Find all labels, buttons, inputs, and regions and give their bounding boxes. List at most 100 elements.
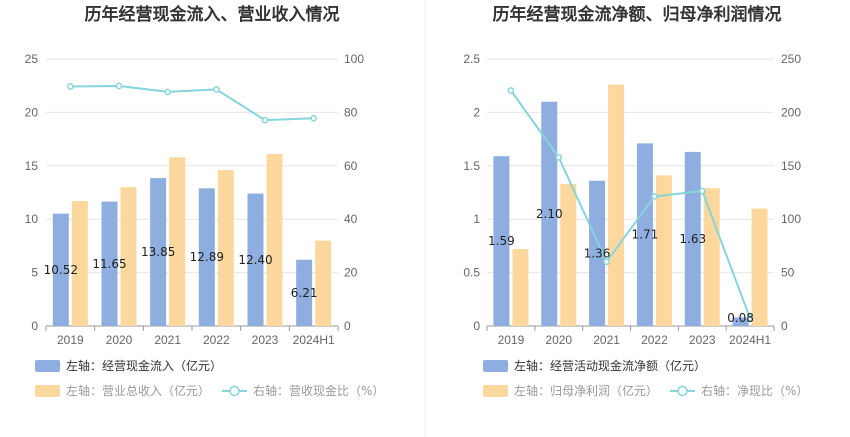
y-right-tick-label: 80 xyxy=(344,105,358,119)
line-point xyxy=(698,187,706,195)
legend-swatch xyxy=(483,360,508,372)
bar-primary xyxy=(150,178,167,326)
data-label: 12.40 xyxy=(238,253,272,267)
bar-secondary xyxy=(217,170,234,326)
line-point xyxy=(555,154,563,161)
bar-secondary xyxy=(266,154,283,326)
legend-label[interactable]: 左轴：经营现金流入（亿元） xyxy=(66,358,222,373)
y-right-tick-label: 40 xyxy=(344,212,358,226)
y-left-tick-label: 1.5 xyxy=(463,159,480,173)
y-left-tick-label: 2 xyxy=(473,105,480,119)
y-left-tick-label: 0 xyxy=(31,319,38,333)
x-tick-label: 2023 xyxy=(252,333,279,347)
x-tick-label: 2022 xyxy=(203,333,230,347)
y-left-tick-label: 1 xyxy=(473,212,480,226)
data-label: 0.08 xyxy=(727,311,754,325)
legend-label[interactable]: 右轴：营收现金比（%） xyxy=(253,383,384,398)
bar-secondary xyxy=(560,183,577,326)
bar-primary xyxy=(589,180,606,326)
bar-primary xyxy=(101,201,118,326)
y-left-tick-label: 20 xyxy=(25,105,39,119)
x-tick-label: 2019 xyxy=(498,333,525,347)
bar-secondary xyxy=(703,188,720,326)
data-label: 13.85 xyxy=(141,245,175,259)
y-left-tick-label: 10 xyxy=(25,212,39,226)
y-right-tick-label: 100 xyxy=(344,52,364,66)
data-label: 12.89 xyxy=(190,250,224,264)
bar-secondary xyxy=(512,249,529,326)
legend-swatch xyxy=(483,385,508,397)
y-right-tick-label: 60 xyxy=(344,159,358,173)
x-tick-label: 2024H1 xyxy=(293,333,335,347)
bar-primary xyxy=(493,156,510,326)
legend-label[interactable]: 左轴：经营活动现金流净额（亿元） xyxy=(514,358,706,373)
x-tick-label: 2023 xyxy=(689,333,716,347)
y-right-tick-label: 0 xyxy=(344,319,351,333)
bar-secondary xyxy=(169,157,186,326)
bar-secondary xyxy=(120,187,137,326)
chart-net-cash-net-profit: 历年经营现金流净额、归母净利润情况 0 0.5 1 1.5 2 2.5 0 50 100 150… xyxy=(463,4,808,398)
line-point xyxy=(651,193,658,200)
y-left-tick-label: 5 xyxy=(31,266,38,280)
bar-primary xyxy=(296,259,313,326)
x-tick-label: 2022 xyxy=(641,333,668,347)
y-right-tick-label: 250 xyxy=(781,52,801,66)
x-tick-label: 2024H1 xyxy=(729,333,771,347)
line-point xyxy=(212,86,220,93)
line-point xyxy=(261,116,269,124)
data-label: 10.52 xyxy=(44,263,78,277)
bar-secondary xyxy=(71,201,88,326)
legend-swatch xyxy=(35,385,60,397)
legend-label[interactable]: 右轴：净现比（%） xyxy=(701,383,808,398)
line-point xyxy=(507,87,515,94)
chart-title: 历年经营现金流净额、归母净利润情况 xyxy=(493,4,782,25)
bar-primary xyxy=(541,101,558,326)
x-tick-label: 2021 xyxy=(154,333,181,347)
y-left-tick-label: 2.5 xyxy=(463,52,480,66)
bar-primary xyxy=(732,317,749,326)
y-left-tick-label: 0 xyxy=(473,319,480,333)
series-line xyxy=(70,84,314,122)
data-label: 2.10 xyxy=(536,207,563,221)
x-tick-label: 2019 xyxy=(57,333,84,347)
legend-label[interactable]: 左轴：归母净利润（亿元） xyxy=(514,383,658,398)
bar-secondary xyxy=(655,175,672,326)
y-right-tick-label: 150 xyxy=(781,159,801,173)
data-label: 1.59 xyxy=(488,234,515,248)
line-point xyxy=(115,82,123,90)
bar-primary xyxy=(247,193,264,326)
data-label: 1.63 xyxy=(679,232,706,246)
line-point xyxy=(603,258,610,266)
x-tick-label: 2020 xyxy=(106,333,133,347)
bar-secondary xyxy=(751,208,768,326)
line-point xyxy=(66,83,74,90)
data-label: 1.71 xyxy=(632,228,659,242)
y-right-tick-label: 50 xyxy=(781,266,795,280)
legend-label[interactable]: 左轴：营业总收入（亿元） xyxy=(66,383,210,398)
x-tick-label: 2020 xyxy=(545,333,572,347)
y-right-tick-label: 20 xyxy=(344,266,358,280)
bar-primary xyxy=(52,213,69,326)
y-left-tick-label: 0.5 xyxy=(463,266,480,280)
legend-swatch xyxy=(35,360,60,372)
bar-secondary xyxy=(608,84,625,326)
data-label: 11.65 xyxy=(92,257,126,271)
x-tick-label: 2021 xyxy=(593,333,620,347)
y-right-tick-label: 200 xyxy=(781,105,801,119)
chart-title: 历年经营现金流入、营业收入情况 xyxy=(85,4,340,25)
line-point xyxy=(164,88,172,96)
bar-secondary xyxy=(315,240,332,326)
y-right-tick-label: 0 xyxy=(781,319,788,333)
series-line xyxy=(510,89,752,319)
data-label: 1.36 xyxy=(584,246,611,260)
bar-primary xyxy=(198,188,215,326)
data-label: 6.21 xyxy=(291,286,318,300)
legend-line-marker xyxy=(677,385,688,397)
line-point xyxy=(746,314,754,322)
legend-line-marker xyxy=(229,385,240,397)
bar-primary xyxy=(636,143,653,326)
bar-primary xyxy=(684,151,701,326)
y-left-tick-label: 25 xyxy=(25,52,39,66)
